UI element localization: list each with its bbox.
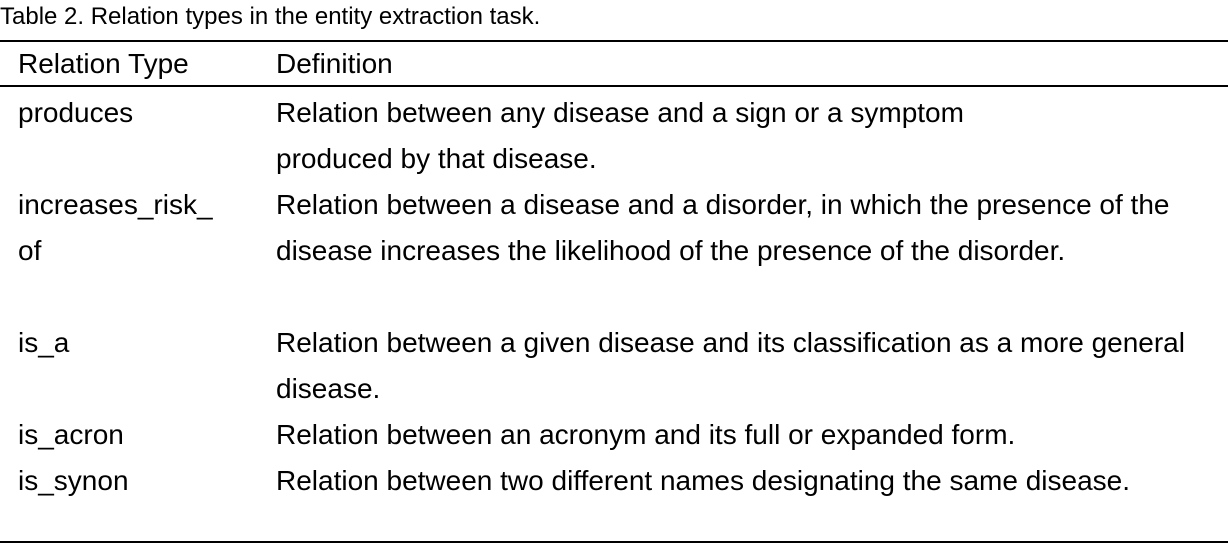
definition-cell: Relation between an acronym and its full… [276, 419, 1016, 450]
table-header-rule [0, 85, 1228, 87]
definition-cell: Relation between a disease and a disorde… [276, 189, 1170, 266]
relation-type-cell: is_synon [18, 465, 129, 496]
table-bottom-rule [0, 541, 1228, 543]
table-row: is_a Relation between a given disease an… [0, 320, 1228, 412]
table-body: produces Relation between any disease an… [0, 90, 1228, 550]
definition-cell: Relation between any disease and a sign … [276, 97, 964, 174]
table-row: produces Relation between any disease an… [0, 90, 1228, 182]
definition-cell: Relation between two different names des… [276, 465, 1131, 496]
relation-type-cell: is_acron [18, 419, 124, 450]
relation-type-cell: is_a [18, 327, 70, 358]
table-row: is_acron Relation between an acronym and… [0, 412, 1228, 458]
table-top-rule [0, 40, 1228, 42]
table-row: increases_risk_ of Relation between a di… [0, 182, 1228, 320]
header-relation-type: Relation Type [18, 48, 189, 79]
definition-cell: Relation between a given disease and its… [276, 327, 1185, 404]
relation-type-cell: produces [18, 97, 134, 128]
table-header-row: Relation Type Definition [0, 44, 1228, 84]
table-caption: Table 2. Relation types in the entity ex… [0, 3, 541, 30]
table-row: is_synon Relation between two different … [0, 458, 1228, 550]
relation-type-cell: increases_risk_ of [18, 189, 213, 266]
header-definition: Definition [276, 48, 393, 79]
